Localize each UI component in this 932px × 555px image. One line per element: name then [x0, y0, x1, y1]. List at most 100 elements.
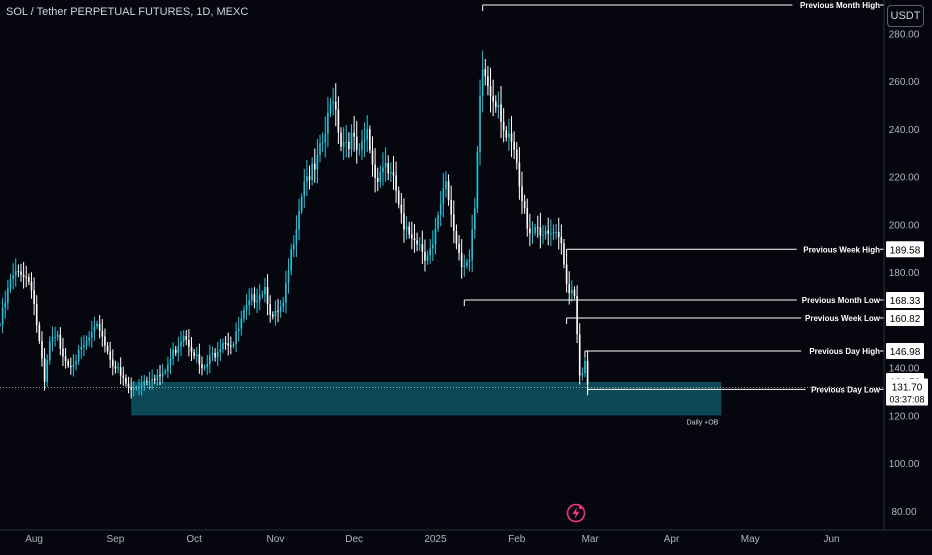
candle-body	[56, 334, 59, 337]
candle-body	[531, 232, 534, 234]
candle	[243, 305, 245, 323]
candle-body	[371, 150, 374, 165]
time-tick-label: Mar	[582, 534, 600, 545]
candle-body	[463, 265, 466, 267]
candle-body	[392, 172, 395, 176]
candle	[455, 224, 458, 250]
candle-body	[445, 181, 447, 189]
candle-body	[384, 163, 387, 168]
candle	[12, 263, 14, 290]
candle	[303, 168, 306, 208]
candle	[201, 356, 203, 376]
candle-body	[439, 203, 442, 216]
level-label: Previous Month High	[800, 1, 880, 10]
candle	[366, 115, 369, 153]
candle-body	[426, 255, 429, 261]
candle	[167, 356, 169, 379]
candle-body	[237, 328, 240, 332]
candle	[180, 330, 182, 357]
candle-body	[9, 278, 12, 289]
price-badges-layer: 189.58168.33160.82146.98131.78131.7003:3…	[886, 241, 928, 406]
candle	[41, 331, 43, 367]
candle-body	[292, 244, 295, 250]
candle-body	[258, 295, 261, 301]
candle	[77, 345, 80, 366]
candle-body	[240, 318, 243, 329]
candle	[135, 385, 138, 391]
candle	[104, 328, 106, 353]
countdown-timer: 03:37:08	[889, 394, 924, 404]
candle	[125, 374, 127, 387]
candle	[277, 298, 279, 323]
candle	[4, 290, 7, 319]
candle	[481, 50, 484, 113]
candle	[487, 66, 489, 96]
candle	[434, 217, 437, 255]
candle	[353, 115, 355, 152]
current-price-value: 131.70	[892, 382, 923, 393]
time-axis[interactable]: Aug Sep Oct Nov Dec 2025 Feb Mar Apr May Jun	[25, 534, 839, 545]
candle-body	[59, 334, 62, 349]
candle-body	[156, 375, 159, 381]
candle	[526, 198, 529, 237]
candle-body	[253, 294, 256, 303]
candle-body	[38, 325, 41, 341]
candle	[261, 290, 264, 299]
candle	[256, 288, 258, 314]
candle	[306, 160, 308, 197]
candle	[143, 374, 146, 391]
candle-body	[20, 271, 22, 275]
level-line: Previous Week Low	[566, 312, 884, 324]
candle	[146, 376, 148, 386]
candle	[1, 297, 4, 334]
candle-body	[390, 172, 392, 174]
candle-body	[300, 196, 303, 211]
candle	[489, 67, 492, 113]
candle	[442, 172, 445, 218]
candle-body	[256, 300, 258, 303]
level-label-bg	[801, 312, 880, 323]
candle-body	[146, 380, 148, 382]
level-label-bg	[796, 244, 880, 255]
candle	[523, 194, 526, 214]
candle	[258, 284, 261, 311]
candle-body	[345, 141, 348, 143]
candle-body	[161, 372, 164, 377]
candle	[510, 116, 513, 158]
candle	[300, 193, 303, 214]
order-block-layer: Daily +OB	[131, 381, 722, 426]
candle	[282, 297, 285, 313]
candle	[206, 355, 209, 375]
candle-body	[169, 358, 172, 365]
candle	[54, 326, 56, 347]
level-label: Previous Month Low	[802, 296, 881, 305]
candle-body	[515, 149, 518, 163]
candle-body	[434, 228, 437, 245]
candle-body	[198, 354, 201, 365]
candle	[174, 345, 177, 357]
candle-body	[586, 360, 589, 385]
currency-button[interactable]: USDT	[887, 5, 924, 27]
candle-body	[429, 248, 432, 256]
level-label-bg	[805, 384, 880, 395]
candle-body	[332, 101, 334, 104]
candle	[311, 157, 313, 186]
candle-body	[497, 104, 500, 108]
candle-body	[432, 244, 434, 249]
lightning-bolt-icon[interactable]	[566, 503, 586, 523]
candle	[290, 243, 292, 276]
candle	[405, 216, 408, 239]
candle-body	[379, 172, 382, 182]
candle-body	[337, 109, 340, 133]
candle-body	[382, 167, 384, 173]
price-axis[interactable]: 80.00100.00120.00140.00160.00180.00200.0…	[889, 29, 920, 517]
candle-body	[140, 385, 143, 387]
level-badge	[886, 292, 924, 309]
level-label: Previous Week Low	[805, 314, 881, 323]
candle-body	[316, 154, 319, 170]
candle-body	[313, 163, 316, 170]
candle	[416, 232, 418, 252]
candle	[342, 127, 345, 160]
